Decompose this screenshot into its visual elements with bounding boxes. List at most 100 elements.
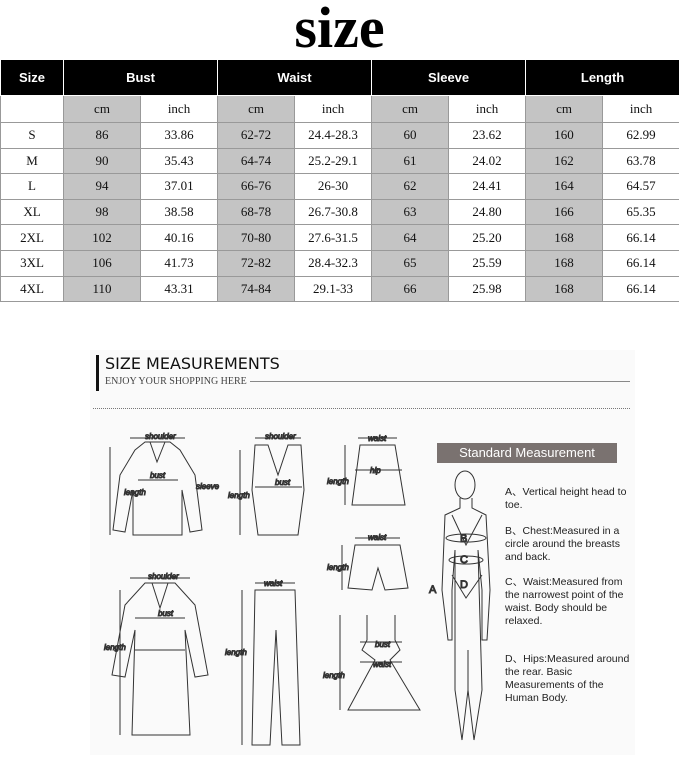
value-cell: 62.99 <box>602 122 679 149</box>
value-cell: 25.98 <box>448 275 527 303</box>
figure-letter-b: B <box>460 533 467 545</box>
value-cell: 64.57 <box>602 173 679 200</box>
figure-letter-c: C <box>460 554 468 566</box>
header-size: Size <box>0 59 64 96</box>
label-length: length <box>228 491 250 500</box>
unit-cm: cm <box>63 95 141 123</box>
size-cell: 4XL <box>0 275 64 303</box>
value-cell: 70-80 <box>217 224 296 251</box>
unit-row: cm inch cm inch cm inch cm inch <box>0 95 679 123</box>
value-cell: 24.80 <box>448 198 527 226</box>
size-cell: 3XL <box>0 249 64 277</box>
unit-cm: cm <box>217 95 296 123</box>
header-waist: Waist <box>217 59 373 96</box>
value-cell: 60 <box>371 122 450 149</box>
unit-inch: inch <box>294 95 373 123</box>
figure-letter-a: A <box>429 584 437 596</box>
value-cell: 37.01 <box>139 173 219 200</box>
header-sleeve: Sleeve <box>371 59 527 96</box>
table-row: M 90 35.43 64-74 25.2-29.1 61 24.02 162 63.78 <box>0 147 679 175</box>
value-cell: 65.35 <box>602 198 679 226</box>
dotted-divider <box>93 408 630 409</box>
value-cell: 25.20 <box>448 224 527 251</box>
size-cell: L <box>0 173 64 200</box>
value-cell: 160 <box>525 122 604 149</box>
size-table: Size Bust Waist Sleeve Length cm inch cm i… <box>0 59 679 303</box>
standard-measurement-banner: Standard Measurement <box>437 443 617 463</box>
value-cell: 26.7-30.8 <box>294 198 373 226</box>
unit-inch: inch <box>448 95 527 123</box>
value-cell: 24.02 <box>448 147 527 175</box>
label-waist: waist <box>264 579 283 588</box>
value-cell: 168 <box>525 224 604 251</box>
page-title: size <box>294 0 385 60</box>
label-bust: bust <box>275 478 291 487</box>
value-cell: 63.78 <box>602 147 679 175</box>
unit-cm: cm <box>371 95 450 123</box>
value-cell: 33.86 <box>139 122 219 149</box>
table-row: 3XL 106 41.73 72-82 28.4-32.3 65 25.59 168 66.14 <box>0 249 679 277</box>
measurements-subheading: ENJOY YOUR SHOPPING HERE <box>105 376 247 387</box>
value-cell: 29.1-33 <box>294 275 373 303</box>
label-shoulder: shoulder <box>145 432 176 441</box>
size-cell: S <box>0 122 64 149</box>
coat-illustration <box>111 577 209 736</box>
table-row: L 94 37.01 66-76 26-30 62 24.41 164 64.57 <box>0 173 679 200</box>
unit-inch: inch <box>139 95 219 123</box>
value-cell: 43.31 <box>139 275 219 303</box>
value-cell: 24.41 <box>448 173 527 200</box>
value-cell: 68-78 <box>217 198 296 226</box>
value-cell: 66.14 <box>602 275 679 303</box>
table-row: 2XL 102 40.16 70-80 27.6-31.5 64 25.20 168 66.14 <box>0 224 679 251</box>
value-cell: 62 <box>371 173 450 200</box>
label-length: length <box>327 477 349 486</box>
value-cell: 162 <box>525 147 604 175</box>
garment-diagrams: shoulder bust sleeve length shoulder bus… <box>104 432 491 746</box>
value-cell: 40.16 <box>139 224 219 251</box>
value-cell: 25.59 <box>448 249 527 277</box>
value-cell: 28.4-32.3 <box>294 249 373 277</box>
size-cell: 2XL <box>0 224 64 251</box>
pants-illustration <box>241 582 301 746</box>
label-bust: bust <box>375 640 391 649</box>
size-cell: XL <box>0 198 64 226</box>
size-cell: M <box>0 147 64 175</box>
value-cell: 168 <box>525 275 604 303</box>
header-length: Length <box>525 59 679 96</box>
value-cell: 90 <box>63 147 141 175</box>
unit-inch: inch <box>602 95 679 123</box>
value-cell: 66-76 <box>217 173 296 200</box>
value-cell: 74-84 <box>217 275 296 303</box>
label-length: length <box>323 671 345 680</box>
note-d: D、Hips:Measured around the rear. Basic M… <box>505 653 630 704</box>
value-cell: 66 <box>371 275 450 303</box>
unit-cm: cm <box>525 95 604 123</box>
label-waist: waist <box>373 660 392 669</box>
value-cell: 72-82 <box>217 249 296 277</box>
table-row: XL 98 38.58 68-78 26.7-30.8 63 24.80 166 65.35 <box>0 198 679 226</box>
label-length: length <box>225 648 247 657</box>
table-row: S 86 33.86 62-72 24.4-28.3 60 23.62 160 62.99 <box>0 122 679 149</box>
value-cell: 66.14 <box>602 224 679 251</box>
label-bust: bust <box>150 471 166 480</box>
label-length: length <box>327 563 349 572</box>
value-cell: 25.2-29.1 <box>294 147 373 175</box>
value-cell: 64-74 <box>217 147 296 175</box>
value-cell: 98 <box>63 198 141 226</box>
value-cell: 35.43 <box>139 147 219 175</box>
table-row: 4XL 110 43.31 74-84 29.1-33 66 25.98 168 66.14 <box>0 275 679 303</box>
value-cell: 41.73 <box>139 249 219 277</box>
value-cell: 63 <box>371 198 450 226</box>
value-cell: 65 <box>371 249 450 277</box>
note-c: C、Waist:Measured from the narrowest poin… <box>505 576 624 627</box>
label-shoulder: shoulder <box>148 572 179 581</box>
divider <box>250 381 630 382</box>
label-length: length <box>124 488 146 497</box>
value-cell: 23.62 <box>448 122 527 149</box>
label-hip: hip <box>370 466 381 475</box>
value-cell: 94 <box>63 173 141 200</box>
figure-letter-d: D <box>460 579 468 591</box>
shorts-illustration <box>341 537 409 591</box>
note-a: A、Vertical height head to toe. <box>505 486 627 511</box>
human-body-figure <box>441 470 491 741</box>
